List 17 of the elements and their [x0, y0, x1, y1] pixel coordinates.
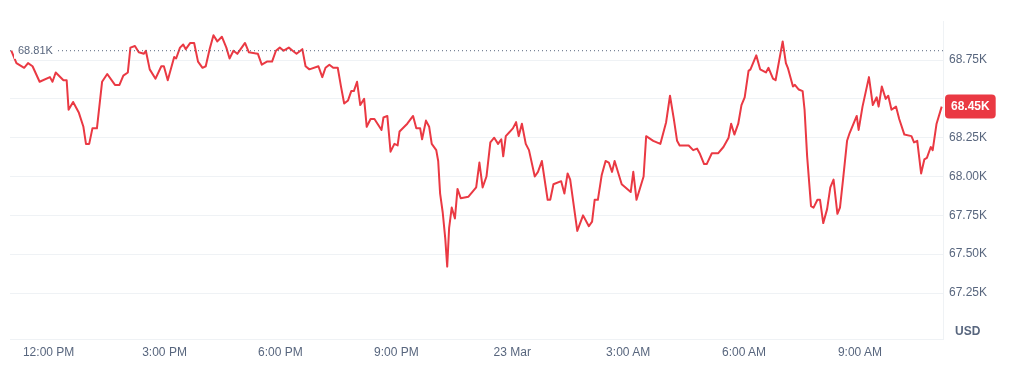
y-tick-label: 67.25K: [949, 285, 988, 300]
y-tick-label: 68.75K: [949, 52, 988, 67]
x-tick-label: 6:00 PM: [258, 345, 303, 360]
x-tick-label: 9:00 AM: [837, 345, 882, 360]
y-tick-label: 68.00K: [949, 168, 988, 183]
annotation: 68.45K: [951, 98, 991, 113]
x-tick-label: 9:00 PM: [373, 345, 419, 360]
y-tick-label: 68.25K: [949, 130, 988, 144]
y-tick-label: 67.75K: [949, 207, 988, 222]
x-tick-label: 12:00 PM: [22, 345, 75, 360]
x-tick-label: 6:00 AM: [722, 345, 767, 360]
x-tick-label: 23 Mar: [493, 345, 531, 360]
ref-line-label: 68.81K: [18, 43, 54, 56]
y-axis-title: USD: [955, 323, 981, 338]
x-tick-label: 3:00 AM: [606, 345, 651, 360]
y-tick-label: 67.50K: [949, 246, 988, 261]
x-tick-label: 3:00 PM: [142, 345, 187, 360]
